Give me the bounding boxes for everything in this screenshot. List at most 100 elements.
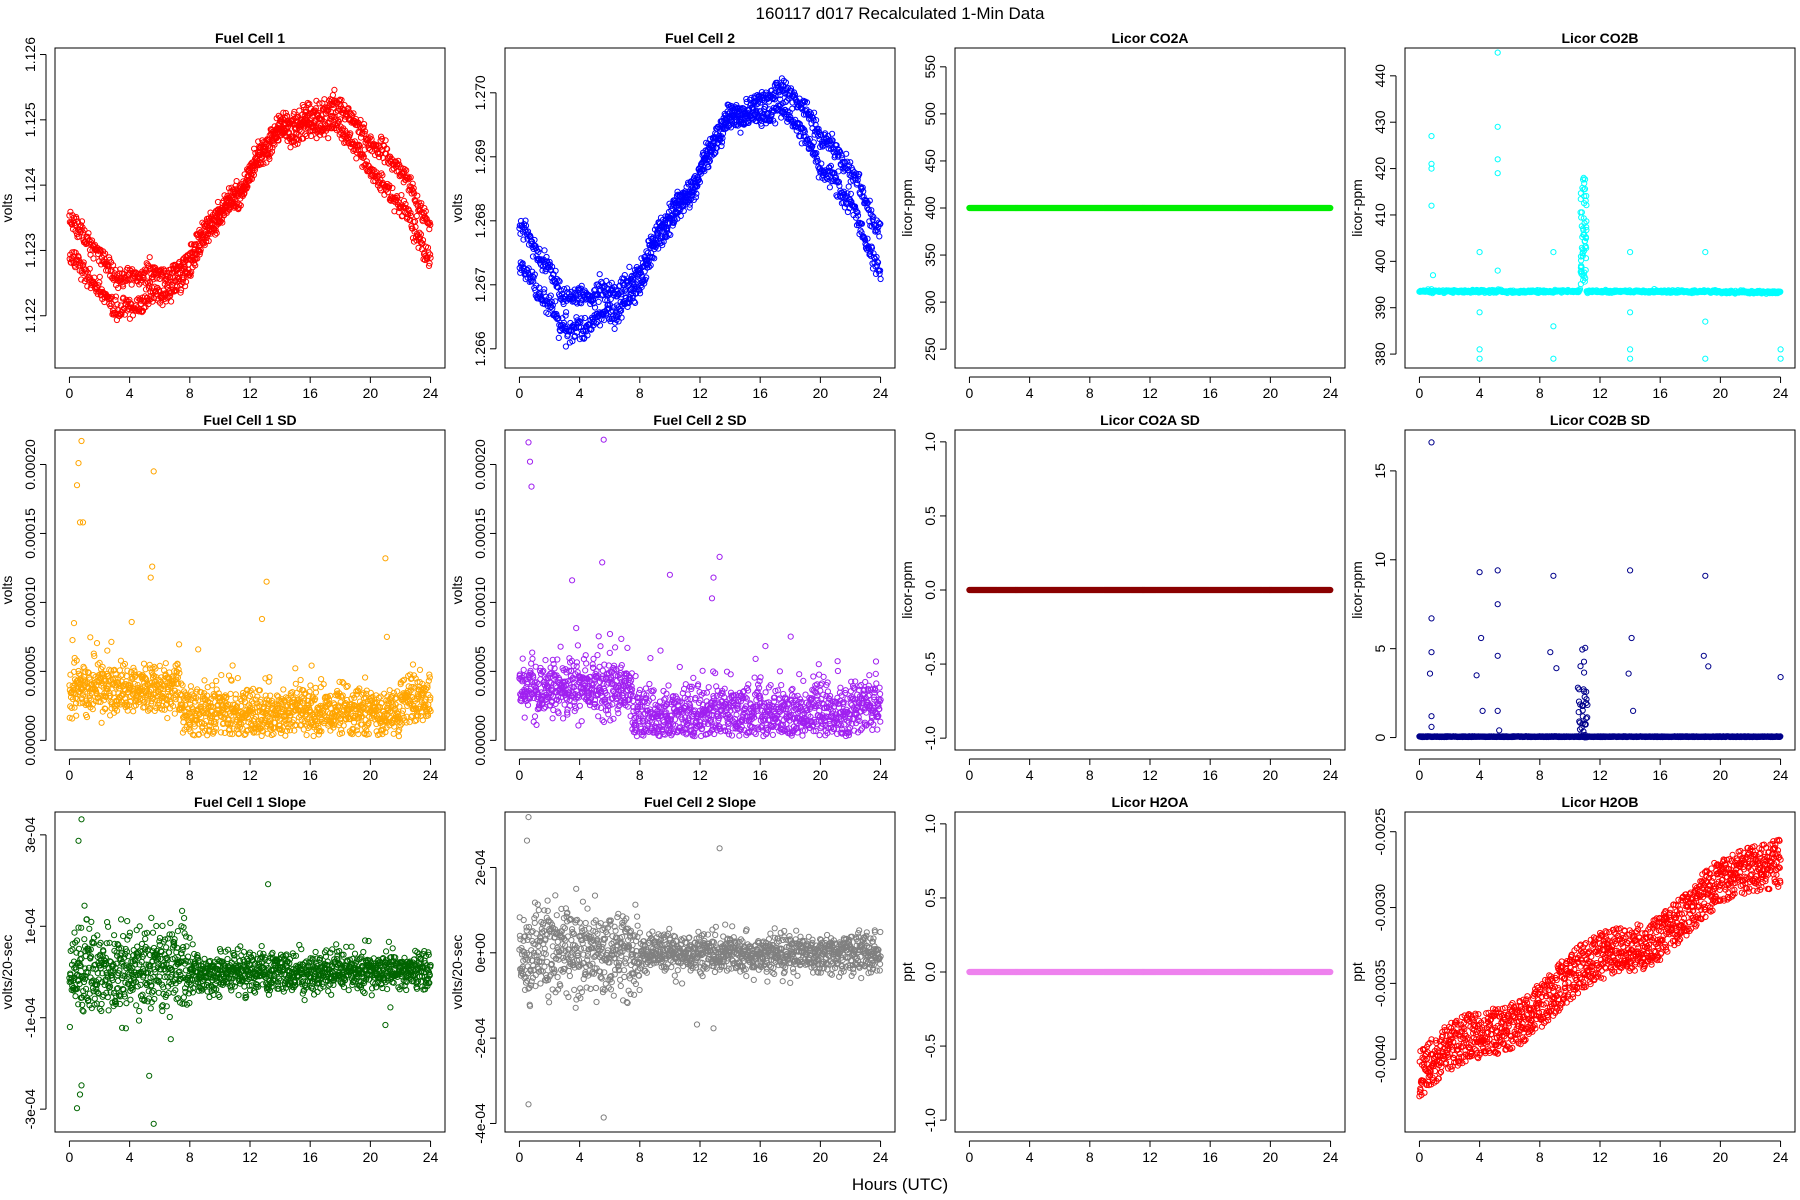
data-point <box>87 634 94 641</box>
data-point <box>1550 323 1557 330</box>
data-point <box>1577 190 1585 197</box>
y-tick-label: 410 <box>1372 203 1388 227</box>
data-point <box>1627 309 1634 316</box>
data-point <box>325 135 332 142</box>
y-tick-label: 1.122 <box>22 298 38 333</box>
data-point <box>626 263 633 270</box>
data-point <box>75 254 82 261</box>
data-point <box>95 282 102 289</box>
x-tick-label: 24 <box>423 385 439 401</box>
data-point <box>1702 318 1709 325</box>
data-point <box>146 254 153 261</box>
x-tick-label: 20 <box>813 385 829 401</box>
data-point <box>1494 156 1501 163</box>
data-point <box>1494 123 1501 130</box>
data-point <box>541 247 548 254</box>
panel-title: Fuel Cell 1 SD <box>203 412 296 428</box>
data-point <box>845 183 852 190</box>
data-point <box>563 309 570 316</box>
data-point <box>555 334 562 341</box>
plot-frame <box>54 47 446 369</box>
data-point <box>1429 272 1437 279</box>
data-point <box>778 114 785 121</box>
data-point <box>1627 355 1634 362</box>
x-tick-label: 4 <box>126 385 134 401</box>
x-tick-label: 20 <box>363 385 379 401</box>
data-points <box>66 86 434 324</box>
data-point <box>1476 309 1483 316</box>
data-point <box>86 265 93 272</box>
x-tick-label: 0 <box>66 385 74 401</box>
data-point <box>1494 170 1501 177</box>
x-tick-label: 0 <box>1416 385 1424 401</box>
x-tick-label: 8 <box>186 385 194 401</box>
panel-title: Fuel Cell 1 <box>215 30 285 46</box>
y-tick-label: 1.270 <box>472 75 488 110</box>
x-tick-label: 20 <box>1713 385 1729 401</box>
data-points <box>1416 49 1784 362</box>
data-point <box>413 212 420 220</box>
data-points <box>966 204 1334 212</box>
data-point <box>126 315 133 322</box>
data-point <box>331 86 338 94</box>
data-point <box>126 266 133 273</box>
y-tick-label: 350 <box>922 243 938 267</box>
x-tick-label: 4 <box>576 385 584 401</box>
data-point <box>108 638 115 646</box>
data-point <box>128 618 135 626</box>
y-tick-label: 1.267 <box>472 267 488 302</box>
data-point <box>102 250 109 257</box>
data-point <box>108 293 116 300</box>
data-point <box>116 270 123 277</box>
data-point <box>73 215 80 222</box>
x-tick-label: 8 <box>1536 385 1544 401</box>
x-tick-label: 8 <box>636 385 644 401</box>
y-tick-label: 550 <box>922 55 938 79</box>
data-point <box>176 641 183 648</box>
data-point <box>128 281 135 288</box>
y-tick-label: 500 <box>922 102 938 126</box>
panel-title: Licor CO2A <box>1111 30 1188 46</box>
data-point <box>737 129 744 136</box>
data-point <box>69 637 76 644</box>
data-point <box>1627 249 1634 256</box>
y-tick-label: 440 <box>1372 64 1388 88</box>
x-axis: 0 4 8 12 16 20 24 <box>1416 376 1789 401</box>
data-point <box>595 298 602 305</box>
data-point <box>632 299 639 306</box>
x-tick-label: 16 <box>1202 385 1218 401</box>
data-point <box>156 662 163 670</box>
y-tick-label: 1.125 <box>22 102 38 137</box>
data-point <box>1428 133 1435 140</box>
y-tick-label: 1.124 <box>22 167 38 202</box>
x-tick-label: 4 <box>1476 385 1484 401</box>
y-tick-label: 380 <box>1372 342 1388 366</box>
y-tick-label: 400 <box>1372 249 1388 273</box>
data-points <box>66 437 434 740</box>
data-point <box>162 660 169 667</box>
y-tick-label: 250 <box>922 337 938 361</box>
x-tick-label: 12 <box>1592 385 1608 401</box>
data-point <box>80 259 87 266</box>
x-tick-label: 4 <box>1026 385 1034 401</box>
y-tick-label: 400 <box>922 196 938 220</box>
data-point <box>74 218 82 225</box>
x-tick-label: 12 <box>1142 385 1158 401</box>
y-tick-label: 450 <box>922 149 938 173</box>
data-point <box>876 233 883 240</box>
x-tick-label: 12 <box>692 385 708 401</box>
data-point <box>1494 267 1501 274</box>
data-point <box>108 300 115 307</box>
data-point <box>78 218 86 225</box>
data-point <box>552 298 559 305</box>
data-point <box>96 273 103 280</box>
x-tick-label: 16 <box>752 385 768 401</box>
